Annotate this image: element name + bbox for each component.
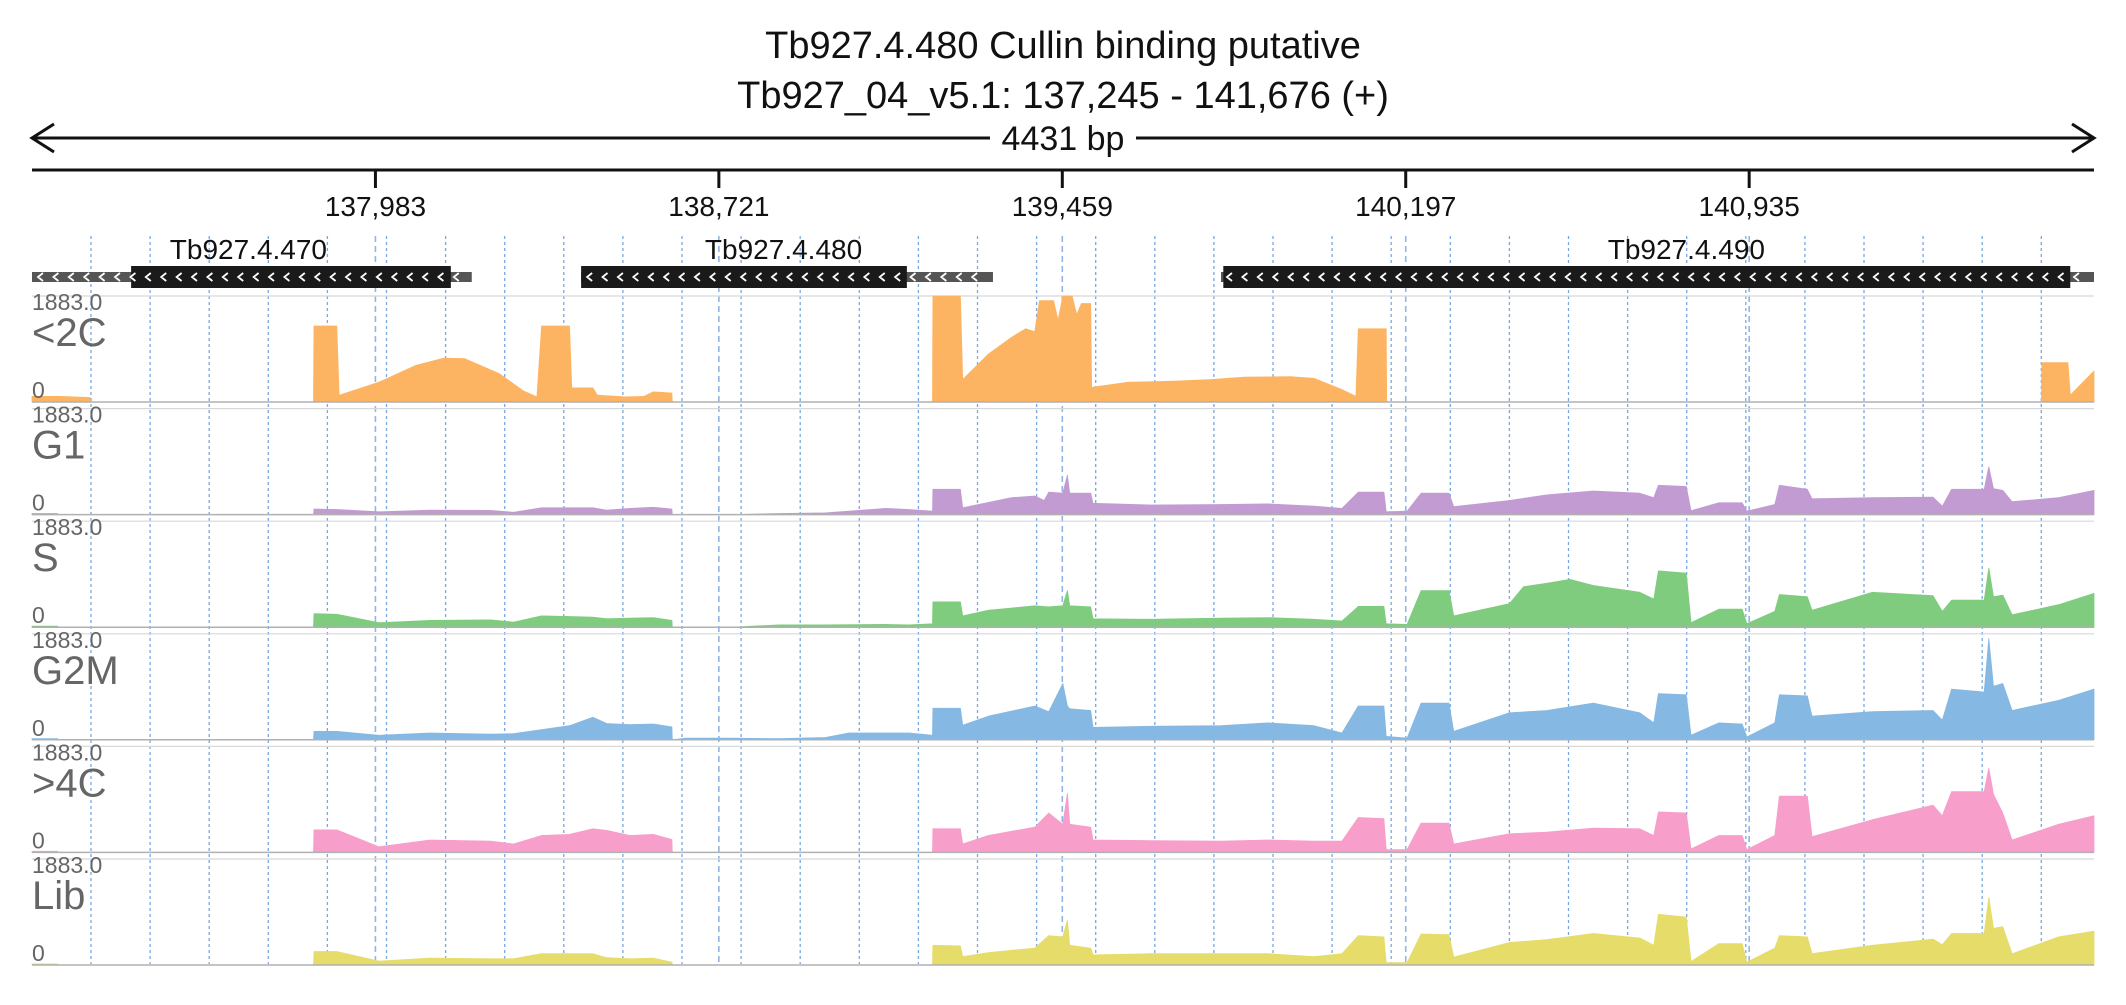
coverage-area-G2M [31, 638, 2095, 741]
gene-Tb927.4.490: Tb927.4.490 [1220, 234, 2094, 288]
track-S: 1883.0S 0 [31, 514, 2095, 628]
track-ymax-label: 1883.0 [32, 514, 102, 540]
coverage-area-G1 [31, 466, 2095, 515]
span-length-label: 4431 bp [1002, 120, 1125, 158]
track-name-label: G2M [32, 649, 119, 693]
gene-track: Tb927.4.470 Tb927.4.480 Tb927.4.490 [32, 234, 2094, 288]
strand-chevrons [585, 272, 978, 282]
ruler-tick-label: 137,983 [325, 191, 426, 222]
gene-cds-bar [581, 266, 907, 288]
ruler-tick-label: 140,935 [1699, 191, 1800, 222]
track-name-label: Lib [32, 874, 85, 918]
coverage-area-Lib [31, 897, 2095, 966]
gene-label: Tb927.4.480 [705, 234, 862, 265]
track-ymin-label: 0 [32, 377, 45, 403]
track-name-label: >4C [32, 761, 107, 805]
arrowhead-right [2071, 122, 2097, 154]
gene-label: Tb927.4.490 [1608, 234, 1765, 265]
track-<2C: 1883.0<2C 0 [31, 289, 2095, 403]
arrowhead-left [29, 122, 55, 154]
strand-chevrons [1225, 272, 2080, 282]
track-ymax-label: 1883.0 [32, 402, 102, 428]
track-name-label: <2C [32, 311, 107, 355]
span-arrow: 4431 bp [29, 120, 2097, 158]
track-G1: 1883.0G1 0 [31, 402, 2095, 516]
gene-cds-bar [1223, 266, 2071, 288]
coverage-area-<2C [31, 295, 2095, 403]
track-ymin-label: 0 [32, 602, 45, 628]
gene-cds-bar [131, 266, 451, 288]
gene-label: Tb927.4.470 [170, 234, 327, 265]
track-ymin-label: 0 [32, 827, 45, 853]
coordinate-ruler: 137,983 138,721 139,459 140,197 140,935 [32, 168, 2094, 222]
track-name-label: S [32, 536, 59, 580]
coverage-area-S [31, 567, 2095, 628]
gene-Tb927.4.470: Tb927.4.470 [32, 234, 472, 288]
track-ymin-label: 0 [32, 715, 45, 741]
gene-Tb927.4.480: Tb927.4.480 [581, 234, 993, 288]
strand-chevrons [36, 272, 460, 282]
track-ymax-label: 1883.0 [32, 627, 102, 653]
track-ymax-label: 1883.0 [32, 739, 102, 765]
chart-title: Tb927.4.480 Cullin binding putative [765, 25, 1361, 67]
coverage-tracks: 1883.0<2C01883.0G101883.0S01883.0G2M0188… [31, 289, 2095, 966]
track-ymax-label: 1883.0 [32, 289, 102, 315]
ruler-tick-label: 138,721 [668, 191, 769, 222]
ruler-tick-label: 139,459 [1012, 191, 1113, 222]
track-name-label: G1 [32, 424, 85, 468]
track-ymin-label: 0 [32, 940, 45, 966]
coverage-area->4C [31, 767, 2095, 853]
chart-subtitle: Tb927_04_v5.1: 137,245 - 141,676 (+) [737, 75, 1389, 117]
track->4C: 1883.0>4C 0 [31, 739, 2095, 853]
track-ymin-label: 0 [32, 490, 45, 516]
ruler-tick-label: 140,197 [1355, 191, 1456, 222]
track-ymax-label: 1883.0 [32, 852, 102, 878]
